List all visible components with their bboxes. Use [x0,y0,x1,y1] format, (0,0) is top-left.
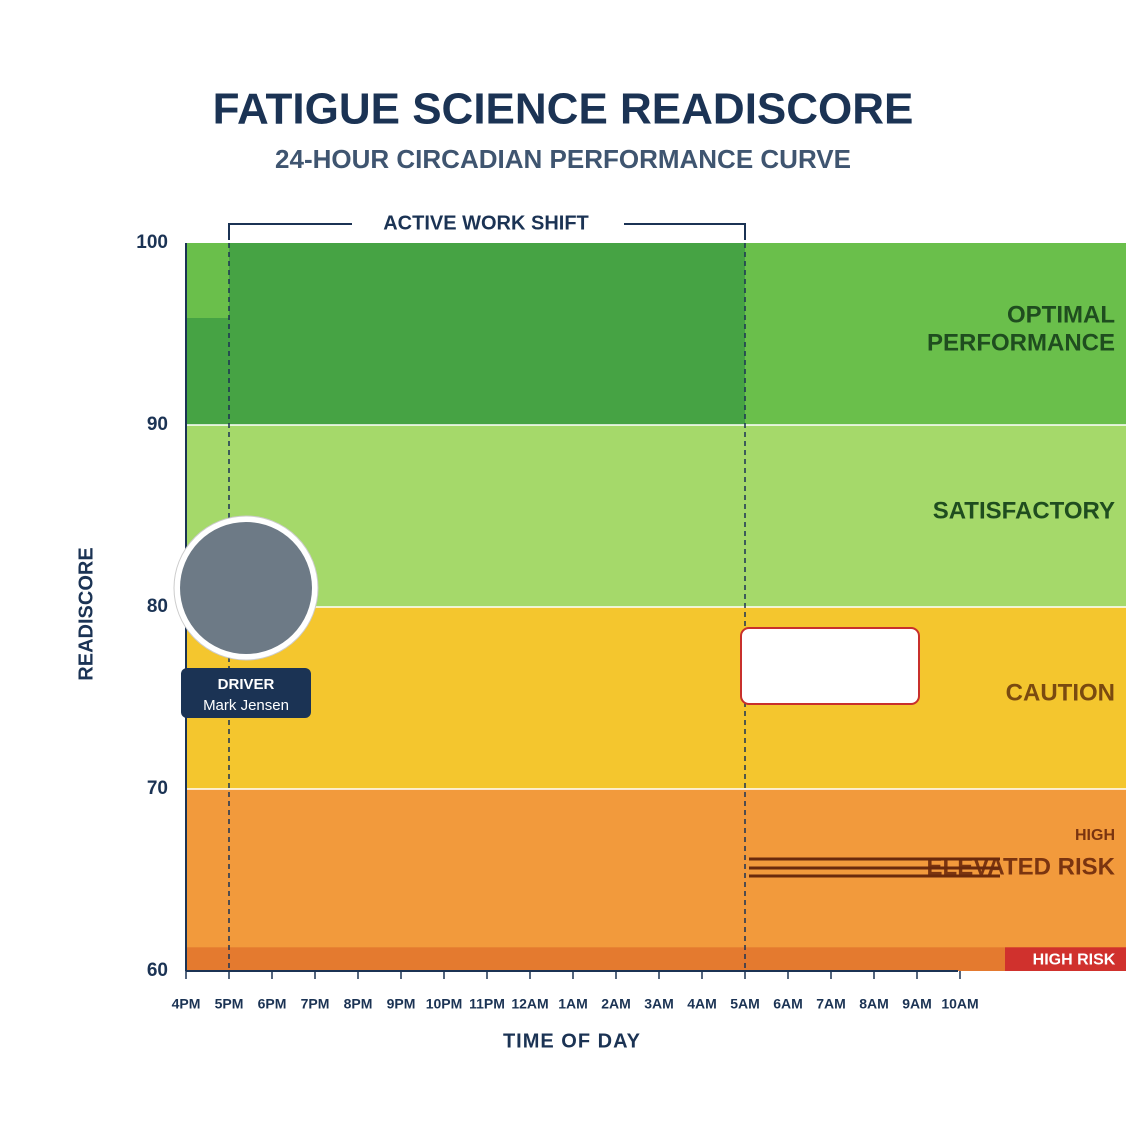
x-tick-label: 8AM [859,996,889,1012]
high-risk-box [1005,947,1126,971]
band-label: PERFORMANCE [927,329,1115,356]
chart-subtitle: 24-HOUR CIRCADIAN PERFORMANCE CURVE [275,144,851,174]
x-tick-label: 5PM [215,996,244,1012]
x-tick-label: 6PM [258,996,287,1012]
risk-lines [749,857,1000,878]
driver-name: Mark Jensen [203,697,289,714]
x-axis-label: TIME OF DAY [503,1030,641,1052]
x-tick-label: 4PM [172,996,201,1012]
x-tick-label: 3AM [644,996,674,1012]
shift-shade [186,318,229,425]
band [186,425,1126,607]
x-tick-label: 4AM [687,996,717,1012]
x-tick-label: 8PM [344,996,373,1012]
y-tick-label: 60 [147,960,168,981]
band [186,947,1126,971]
avatar [180,522,312,654]
x-tick-label: 9PM [387,996,416,1012]
band-label: SATISFACTORY [933,497,1115,524]
y-tick-label: 80 [147,596,168,617]
driver-badge [181,668,311,718]
tooltip-box [740,627,920,705]
x-tick-label: 12AM [511,996,548,1012]
band-label: HIGH [1075,827,1115,844]
driver-role: DRIVER [218,676,275,693]
x-tick-label: 7AM [816,996,846,1012]
x-tick-label: 11PM [469,996,505,1012]
x-tick-label: 6AM [773,996,803,1012]
y-tick-label: 100 [136,232,168,253]
x-tick-label: 7PM [301,996,330,1012]
band-label: CAUTION [1006,679,1115,706]
band-label: HIGH RISK [1033,951,1116,968]
driver-card: DRIVER Mark Jensen [173,515,319,718]
x-tick-label: 5AM [730,996,760,1012]
shift-label: ACTIVE WORK SHIFT [383,212,589,234]
y-tick-label: 90 [147,414,168,435]
band-label: OPTIMAL [1007,301,1115,328]
x-tick-label: 10PM [426,996,463,1012]
x-tick-label: 2AM [601,996,631,1012]
chart-title: FATIGUE SCIENCE READISCORE [213,85,914,134]
band [186,789,1126,971]
band [186,607,1126,789]
y-axis-label: READISCORE [75,547,97,680]
x-tick-label: 1AM [558,996,588,1012]
y-tick-label: 70 [147,778,168,799]
shift-shade [229,243,745,425]
x-tick-label: 10AM [941,996,978,1012]
shift-bracket [228,223,746,240]
x-tick-label: 9AM [902,996,932,1012]
